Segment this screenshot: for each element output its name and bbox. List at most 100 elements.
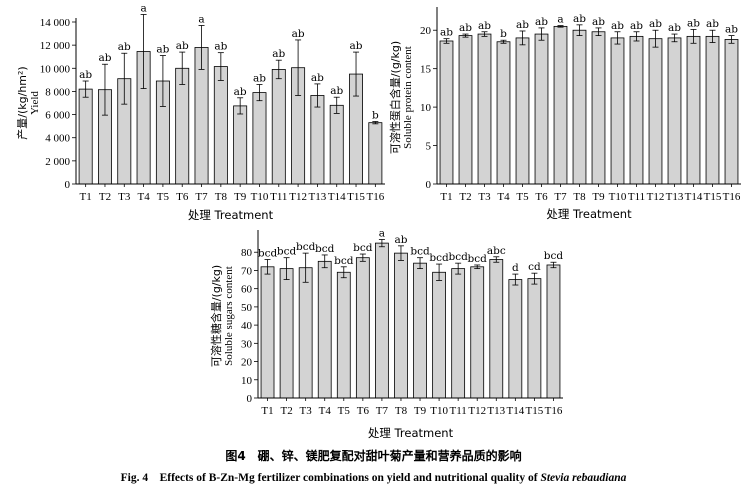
y-tick-label: 10	[241, 375, 253, 387]
significance-label-T1: bcd	[258, 248, 278, 260]
significance-label-T14: ab	[687, 17, 700, 29]
y-tick-label: 0	[247, 393, 253, 405]
significance-label-T11: ab	[272, 48, 285, 60]
y-tick-label: 10 000	[40, 63, 71, 75]
bar-T8	[572, 29, 587, 185]
x-tick-label-T6: T6	[176, 191, 189, 203]
x-tick-label-T11: T11	[450, 405, 467, 417]
bar-T6	[175, 67, 190, 185]
x-tick-label-T9: T9	[234, 191, 247, 203]
bar-T14	[686, 35, 701, 185]
bar-T14	[508, 279, 523, 399]
x-tick-label-T7: T7	[376, 405, 389, 417]
bar-T4	[496, 41, 511, 185]
significance-label-T7: a	[557, 14, 563, 26]
bar-T10	[432, 271, 446, 399]
x-tick-label-T15: T15	[526, 405, 544, 417]
significance-label-T14: d	[512, 262, 519, 274]
significance-label-T12: bcd	[468, 253, 488, 265]
bar-T16	[368, 122, 383, 185]
x-tick-label-T3: T3	[300, 405, 313, 417]
y-tick-label: 80	[241, 247, 253, 259]
x-tick-label-T14: T14	[506, 405, 524, 417]
significance-label-T13: ab	[311, 72, 324, 84]
bar-T1	[439, 40, 454, 185]
x-tick-label-T3: T3	[118, 191, 131, 203]
y-axis-label-chinese: 产量/(kg/hm²)	[15, 66, 29, 139]
significance-label-T4: a	[140, 2, 146, 14]
significance-label-T16: ab	[725, 24, 738, 36]
x-tick-label-T15: T15	[704, 191, 722, 203]
bar-T15	[705, 35, 720, 185]
y-tick-label: 14 000	[40, 17, 71, 29]
x-tick-label-T10: T10	[609, 191, 627, 203]
significance-label-T12: ab	[649, 18, 662, 30]
significance-label-T5: ab	[516, 19, 529, 31]
y-axis-label-english: Yield	[29, 91, 41, 115]
y-axis-label-chinese: 可溶性糖含量/(g/kg)	[209, 265, 223, 367]
bar-T10	[252, 92, 267, 185]
x-axis-label: 处理 Treatment	[368, 426, 454, 440]
bar-T4	[317, 260, 332, 399]
x-tick-label-T6: T6	[357, 405, 370, 417]
y-tick-label: 20	[420, 25, 432, 37]
bar-T13	[489, 259, 504, 399]
significance-label-T15: ab	[350, 40, 363, 52]
y-axis-label-english: Soluble protein content	[402, 46, 414, 149]
significance-label-T13: abc	[487, 245, 506, 257]
x-tick-label-T16: T16	[366, 191, 384, 203]
bar-T9	[413, 262, 427, 399]
y-tick-label: 6 000	[45, 110, 70, 122]
significance-label-T9: ab	[234, 86, 247, 98]
y-tick-label: 10	[420, 102, 432, 114]
significance-label-T15: cd	[528, 261, 541, 273]
bar-T16	[546, 264, 561, 399]
significance-label-T16: b	[372, 110, 379, 122]
figure-caption-english: Fig. 4 Effects of B-Zn-Mg fertilizer com…	[0, 469, 747, 485]
significance-label-T7: a	[379, 227, 385, 239]
bar-T3	[477, 33, 492, 185]
bar-T7	[553, 25, 568, 185]
x-tick-label-T5: T5	[516, 191, 529, 203]
y-tick-label: 70	[241, 265, 253, 277]
bar-T12	[470, 266, 485, 399]
bar-T3	[298, 267, 313, 399]
x-tick-label-T11: T11	[628, 191, 645, 203]
bar-T13	[310, 95, 325, 185]
y-tick-label: 12 000	[40, 40, 71, 52]
y-tick-label: 0	[426, 179, 432, 191]
x-tick-label-T8: T8	[395, 405, 408, 417]
x-tick-label-T1: T1	[80, 191, 92, 203]
x-tick-label-T12: T12	[468, 405, 486, 417]
x-tick-label-T14: T14	[685, 191, 703, 203]
significance-label-T2: ab	[459, 22, 472, 34]
significance-label-T1: ab	[440, 27, 453, 39]
significance-label-T3: ab	[118, 41, 131, 53]
x-tick-label-T4: T4	[137, 191, 150, 203]
x-tick-label-T9: T9	[592, 191, 605, 203]
significance-label-T10: ab	[611, 20, 624, 32]
x-axis-label: 处理 Treatment	[188, 208, 274, 222]
x-tick-label-T2: T2	[99, 191, 111, 203]
x-tick-label-T13: T13	[666, 191, 684, 203]
x-tick-label-T8: T8	[573, 191, 586, 203]
bar-T11	[629, 35, 644, 185]
bar-T16	[724, 39, 739, 185]
significance-label-T4: b	[500, 28, 507, 40]
y-tick-label: 20	[241, 357, 253, 369]
significance-label-T3: ab	[478, 20, 491, 32]
x-tick-label-T11: T11	[270, 191, 287, 203]
significance-label-T5: bcd	[334, 255, 354, 267]
x-tick-label-T15: T15	[347, 191, 365, 203]
figure-caption-chinese: 图4 硼、锌、镁肥复配对甜叶菊产量和营养品质的影响	[225, 449, 522, 463]
y-axis-label-chinese: 可溶性蛋白含量/(g/kg)	[388, 41, 402, 154]
significance-label-T13: ab	[668, 22, 681, 34]
significance-label-T11: bcd	[448, 251, 468, 263]
bar-T8	[213, 66, 228, 185]
bar-T1	[260, 266, 275, 399]
x-tick-label-T2: T2	[280, 405, 292, 417]
significance-label-T8: ab	[394, 234, 407, 246]
significance-label-T12: ab	[292, 28, 305, 40]
significance-label-T1: ab	[79, 69, 92, 81]
